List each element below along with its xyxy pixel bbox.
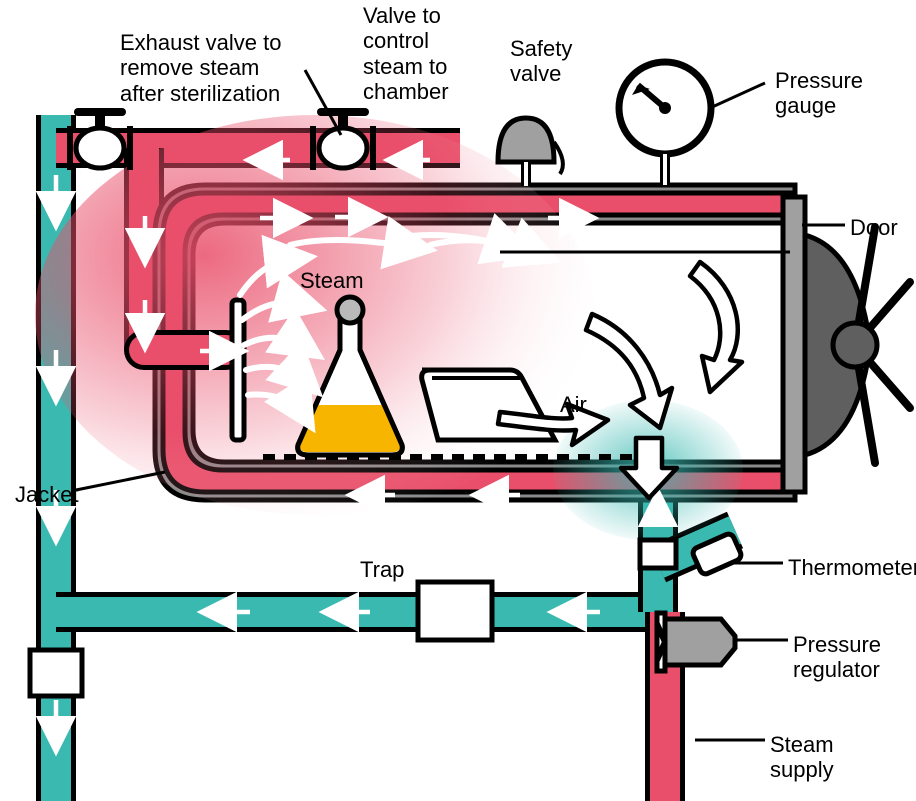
label-air: Air	[560, 392, 587, 417]
label-door: Door	[850, 215, 898, 240]
label-exhaust: Exhaust valve to remove steam after ster…	[120, 30, 281, 106]
label-control: Valve to control steam to chamber	[363, 3, 449, 104]
autoclave-diagram	[0, 0, 916, 801]
label-safety: Safety valve	[510, 36, 572, 87]
label-trap: Trap	[360, 557, 404, 582]
label-regulator: Pressure regulator	[793, 632, 881, 683]
label-gauge: Pressure gauge	[775, 68, 863, 119]
label-jacket: Jacket	[15, 482, 79, 507]
label-supply: Steam supply	[770, 732, 834, 783]
label-steam: Steam	[300, 268, 364, 293]
label-thermometer: Thermometer	[788, 555, 916, 580]
